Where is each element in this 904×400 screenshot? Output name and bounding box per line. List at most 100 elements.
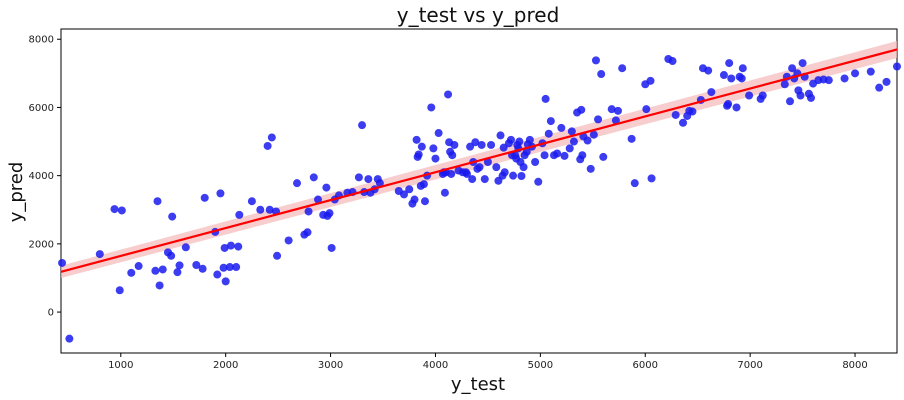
data-point [447, 169, 456, 178]
data-point [806, 93, 815, 102]
data-point [168, 212, 177, 221]
data-point [173, 268, 182, 277]
data-point [414, 150, 423, 159]
data-point [410, 195, 419, 204]
data-point [569, 137, 578, 146]
data-point [553, 149, 562, 158]
data-point [221, 277, 230, 286]
data-point [607, 105, 616, 114]
data-point [429, 144, 438, 153]
data-point [158, 265, 167, 274]
data-point [780, 80, 789, 89]
data-point [405, 185, 414, 194]
data-point [618, 64, 627, 73]
data-point [875, 83, 884, 92]
data-point [509, 171, 518, 180]
data-point [519, 163, 528, 172]
data-point [525, 135, 534, 144]
x-tick-label: 4000 [423, 360, 448, 371]
y-axis-label: y_pred [6, 162, 27, 223]
data-point [450, 140, 459, 149]
data-point [480, 175, 489, 184]
data-point [840, 74, 849, 83]
data-point [466, 142, 475, 151]
data-point [642, 105, 651, 114]
data-point [313, 195, 322, 204]
data-point [546, 117, 555, 126]
data-point [309, 173, 318, 182]
data-point [786, 97, 795, 106]
data-point [560, 151, 569, 160]
data-point [167, 251, 176, 260]
data-point [256, 205, 265, 214]
y-tick-label: 8000 [29, 35, 54, 46]
data-point [267, 133, 276, 142]
data-point [531, 158, 540, 167]
data-point [492, 163, 501, 172]
data-point [216, 189, 225, 198]
data-point [225, 263, 234, 272]
data-point [175, 261, 184, 270]
data-point [824, 76, 833, 85]
data-point [322, 183, 331, 192]
plot-area [58, 28, 901, 354]
data-point [440, 188, 449, 197]
data-point [851, 69, 860, 78]
data-point [788, 64, 797, 73]
data-point [471, 138, 480, 147]
data-point [578, 151, 587, 160]
x-axis: 1000 2000 3000 4000 5000 6000 7000 8000 [108, 353, 868, 371]
data-point [719, 71, 728, 80]
data-point [325, 209, 334, 218]
data-point [594, 115, 603, 124]
data-point [544, 129, 553, 138]
regression-line [60, 48, 898, 273]
x-tick-label: 5000 [528, 360, 553, 371]
data-point [758, 91, 767, 100]
data-point [515, 137, 524, 146]
data-point [427, 103, 436, 112]
data-point [213, 270, 222, 279]
data-point [517, 171, 526, 180]
data-point [375, 179, 384, 188]
data-point [727, 74, 736, 83]
data-point [591, 56, 600, 65]
confidence-band [61, 40, 897, 278]
data-point [226, 241, 235, 250]
data-point [707, 88, 716, 97]
data-point [534, 177, 543, 186]
data-point [127, 268, 136, 277]
data-point [134, 262, 143, 271]
data-point [647, 174, 656, 183]
data-point [613, 106, 622, 115]
data-point [304, 207, 313, 216]
data-point [117, 206, 126, 215]
data-point [192, 261, 201, 270]
data-point [462, 169, 471, 178]
data-point [704, 66, 713, 75]
data-point [597, 70, 606, 79]
data-point [303, 228, 312, 237]
data-point [487, 140, 496, 149]
y-tick-label: 4000 [29, 171, 54, 182]
y-tick-label: 2000 [29, 239, 54, 250]
data-point [448, 151, 457, 160]
data-point [627, 134, 636, 143]
data-point [444, 90, 453, 99]
data-point [679, 118, 688, 127]
data-point [263, 141, 272, 150]
y-tick-label: 6000 [29, 103, 54, 114]
data-point [200, 193, 209, 202]
data-point [798, 59, 807, 68]
data-point [58, 258, 67, 267]
data-point [153, 197, 162, 206]
chart-title: y_test vs y_pred [397, 3, 560, 27]
data-point [500, 168, 509, 177]
data-point [431, 154, 440, 163]
y-tick-label: 0 [48, 308, 54, 319]
data-point [110, 205, 119, 214]
data-point [434, 129, 443, 138]
data-point [483, 158, 492, 167]
data-point [668, 57, 677, 66]
